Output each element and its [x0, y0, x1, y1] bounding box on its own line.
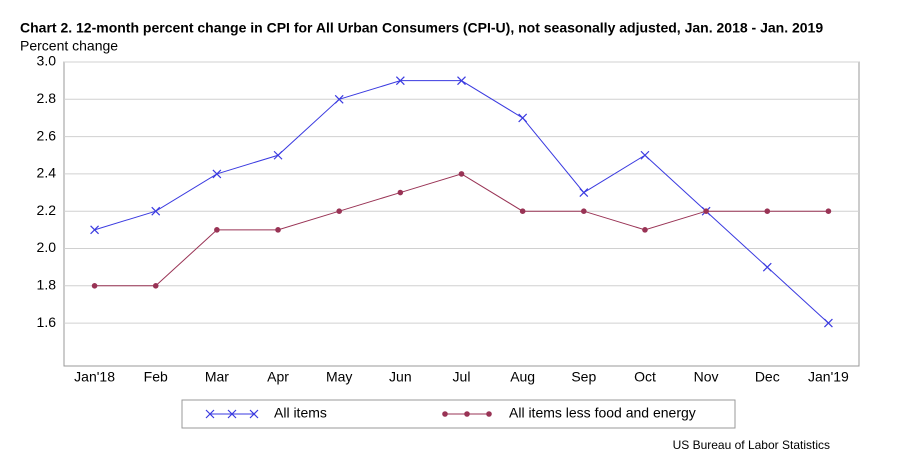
legend-marker [205, 409, 215, 419]
y-tick-label: 2.6 [37, 127, 57, 143]
data-point [764, 208, 771, 215]
legend-marker [249, 409, 259, 419]
x-tick-label: Feb [144, 369, 168, 385]
legend-label: All items less food and energy [509, 405, 696, 421]
x-tick-label: Nov [694, 369, 719, 385]
x-tick-label: May [326, 369, 352, 385]
data-point [334, 94, 344, 104]
series-line [94, 80, 829, 324]
legend-label: All items [274, 405, 327, 421]
data-point [823, 318, 833, 328]
legend-marker [442, 411, 448, 417]
y-tick-label: 1.6 [37, 314, 57, 330]
source: US Bureau of Labor Statistics [673, 438, 830, 452]
y-axis-label: Percent change [20, 38, 118, 54]
data-point [152, 283, 159, 289]
y-tick-label: 3.0 [37, 53, 57, 69]
data-point [91, 283, 98, 289]
chart-title: Chart 2. 12-month percent change in CPI … [20, 20, 823, 36]
data-point [703, 208, 709, 215]
data-point [212, 169, 222, 179]
x-tick-label: Jan'18 [74, 369, 115, 385]
x-tick-label: Dec [755, 369, 780, 385]
data-point [273, 150, 283, 160]
x-tick-label: Oct [634, 369, 656, 385]
data-point [336, 208, 342, 215]
y-tick-label: 2.2 [37, 202, 57, 218]
data-point [640, 150, 650, 160]
data-point [275, 227, 281, 233]
data-point [457, 76, 466, 86]
series-line [94, 173, 829, 287]
x-tick-label: Jan'19 [808, 369, 849, 385]
data-point [762, 262, 772, 272]
legend-box [181, 399, 736, 429]
data-point [581, 208, 587, 215]
data-point [395, 76, 405, 86]
data-point [518, 113, 528, 123]
x-tick-label: Aug [510, 369, 535, 385]
y-tick-label: 1.8 [37, 277, 57, 293]
data-point [90, 225, 100, 235]
data-point [458, 171, 465, 177]
x-tick-label: Sep [571, 369, 596, 385]
x-tick-label: Apr [267, 369, 289, 385]
data-point [825, 208, 832, 215]
legend-marker [464, 411, 470, 417]
y-tick-label: 2.8 [37, 90, 57, 106]
x-tick-label: Jul [453, 369, 471, 385]
x-tick-label: Mar [205, 369, 229, 385]
x-tick-label: Jun [389, 369, 412, 385]
data-point [214, 227, 220, 233]
plot-border [63, 61, 860, 367]
y-tick-label: 2.0 [37, 239, 57, 255]
legend-marker [227, 409, 237, 419]
y-tick-label: 2.4 [37, 165, 57, 181]
data-point [642, 227, 648, 233]
data-point [579, 188, 589, 197]
data-point [519, 208, 526, 215]
data-point [151, 206, 161, 216]
legend-marker [486, 411, 492, 417]
data-point [397, 189, 404, 196]
